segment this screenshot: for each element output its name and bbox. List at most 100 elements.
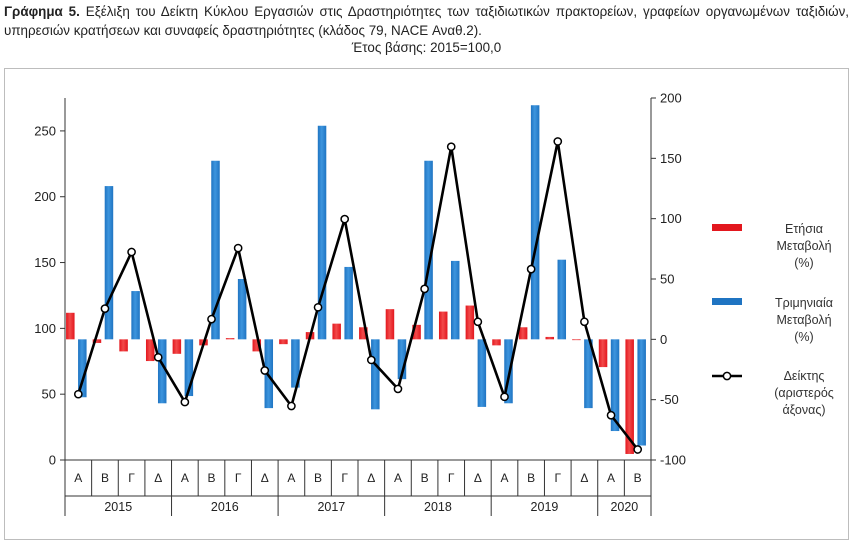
right-axis-tick-label: 150 (660, 151, 682, 166)
index-series-point (207, 314, 216, 324)
category-tick-label: Α (607, 471, 615, 485)
category-tick-label: Α (500, 471, 508, 485)
left-axis-tick-label: 200 (34, 189, 56, 204)
category-tick-label: Δ (367, 471, 375, 485)
annual-change-bar (385, 309, 395, 340)
category-tick-label: Β (527, 471, 535, 485)
quarterly-change-bar (184, 339, 194, 397)
index-series-point (340, 214, 350, 224)
quarterly-change-bar (104, 186, 114, 340)
quarterly-change-bar (371, 339, 380, 410)
quarterly-change-bar (584, 339, 593, 409)
figure-label: Γράφημα 5. (4, 4, 80, 19)
annual-change-bar (279, 339, 288, 345)
category-tick-label: Β (207, 471, 215, 485)
category-tick-label: Δ (580, 471, 588, 485)
index-series-point (366, 355, 376, 365)
annual-change-bar (465, 305, 475, 340)
figure-title-text: Εξέλιξη του Δείκτη Κύκλου Εργασιών στις … (4, 4, 849, 38)
category-tick-label: Γ (341, 471, 348, 485)
quarterly-change-bar (450, 260, 460, 340)
category-tick-label: Γ (554, 471, 561, 485)
index-series-point (580, 317, 589, 327)
index-series-point (473, 317, 483, 327)
index-series-point (446, 142, 456, 152)
category-tick-label: Β (314, 471, 322, 485)
figure-title: Γράφημα 5. Εξέλιξη του Δείκτη Κύκλου Εργ… (4, 2, 849, 40)
annual-change-bar (145, 339, 155, 362)
year-group-label: 2018 (424, 500, 452, 514)
quarterly-change-bar (530, 105, 540, 340)
annual-change-bar (119, 339, 128, 352)
annual-change-bar (598, 339, 608, 368)
year-group-label: 2016 (211, 500, 239, 514)
legend-index-marker (722, 371, 732, 381)
annual-change-bar (359, 327, 368, 340)
quarterly-change-bar (78, 339, 87, 398)
category-tick-label: Δ (474, 471, 482, 485)
quarterly-change-bar (237, 279, 247, 340)
category-tick-label: Β (634, 471, 642, 485)
annual-change-bar (492, 339, 501, 346)
annual-change-bar (172, 339, 182, 354)
index-series-point (393, 384, 403, 394)
index-series-point (153, 352, 163, 362)
category-tick-label: Γ (128, 471, 135, 485)
index-series-point (233, 243, 243, 253)
quarterly-change-bar (344, 266, 353, 340)
legend-annual-label: Μεταβολή (776, 239, 831, 253)
index-series-point (500, 392, 509, 402)
legend-annual-label: (%) (794, 256, 813, 270)
year-group-label: 2020 (610, 500, 638, 514)
quarterly-change-bar (397, 339, 407, 380)
category-tick-label: Γ (235, 471, 242, 485)
right-axis-tick-label: 200 (660, 91, 682, 106)
annual-change-bar (412, 324, 421, 340)
right-axis-tick-label: -50 (660, 392, 679, 407)
annual-change-bar (66, 312, 75, 340)
legend-annual-label: Ετήσια (785, 222, 823, 236)
legend-index-label: (αριστερός (774, 386, 834, 400)
quarterly-change-bar (157, 339, 167, 404)
annual-change-bar (92, 339, 102, 343)
index-series-point (287, 401, 296, 411)
index-series-point (606, 410, 616, 420)
category-tick-label: Β (421, 471, 429, 485)
legend-quarterly-label: (%) (794, 330, 813, 344)
legend-quarterly-label: Τριμηνιαία (775, 296, 833, 310)
quarterly-change-bar (424, 160, 433, 340)
index-series-point (73, 389, 83, 399)
quarterly-change-bar (131, 291, 140, 340)
quarterly-change-bar (477, 339, 487, 407)
quarterly-change-bar (317, 125, 327, 340)
right-axis-tick-label: 0 (660, 332, 667, 347)
left-axis-tick-label: 50 (42, 387, 56, 402)
category-tick-label: Α (287, 471, 295, 485)
index-series-point (260, 366, 270, 375)
year-group-label: 2019 (531, 500, 559, 514)
right-axis-tick-label: -100 (660, 453, 686, 468)
category-tick-label: Δ (261, 471, 269, 485)
index-series-point (420, 284, 429, 294)
year-group-label: 2017 (317, 500, 345, 514)
quarterly-change-bar (291, 339, 300, 388)
category-tick-label: Δ (154, 471, 162, 485)
category-tick-label: Α (74, 471, 82, 485)
figure-subtitle: Έτος βάσης: 2015=100,0 (351, 40, 502, 55)
quarterly-change-bar (637, 339, 646, 446)
annual-change-bar (625, 339, 634, 454)
right-axis-tick-label: 100 (660, 211, 682, 226)
left-axis-tick-label: 150 (34, 255, 56, 270)
legend-annual-swatch (712, 224, 742, 231)
category-tick-label: Α (394, 471, 402, 485)
index-series-point (100, 304, 110, 313)
index-series-point (180, 397, 190, 407)
annual-change-bar (438, 311, 448, 340)
category-tick-label: Γ (448, 471, 455, 485)
legend-index-label: Δείκτης (784, 369, 825, 383)
category-tick-label: Α (181, 471, 189, 485)
legend-index-label: άξονας) (782, 403, 825, 417)
legend-quarterly-swatch (712, 298, 742, 305)
annual-change-bar (225, 338, 235, 340)
